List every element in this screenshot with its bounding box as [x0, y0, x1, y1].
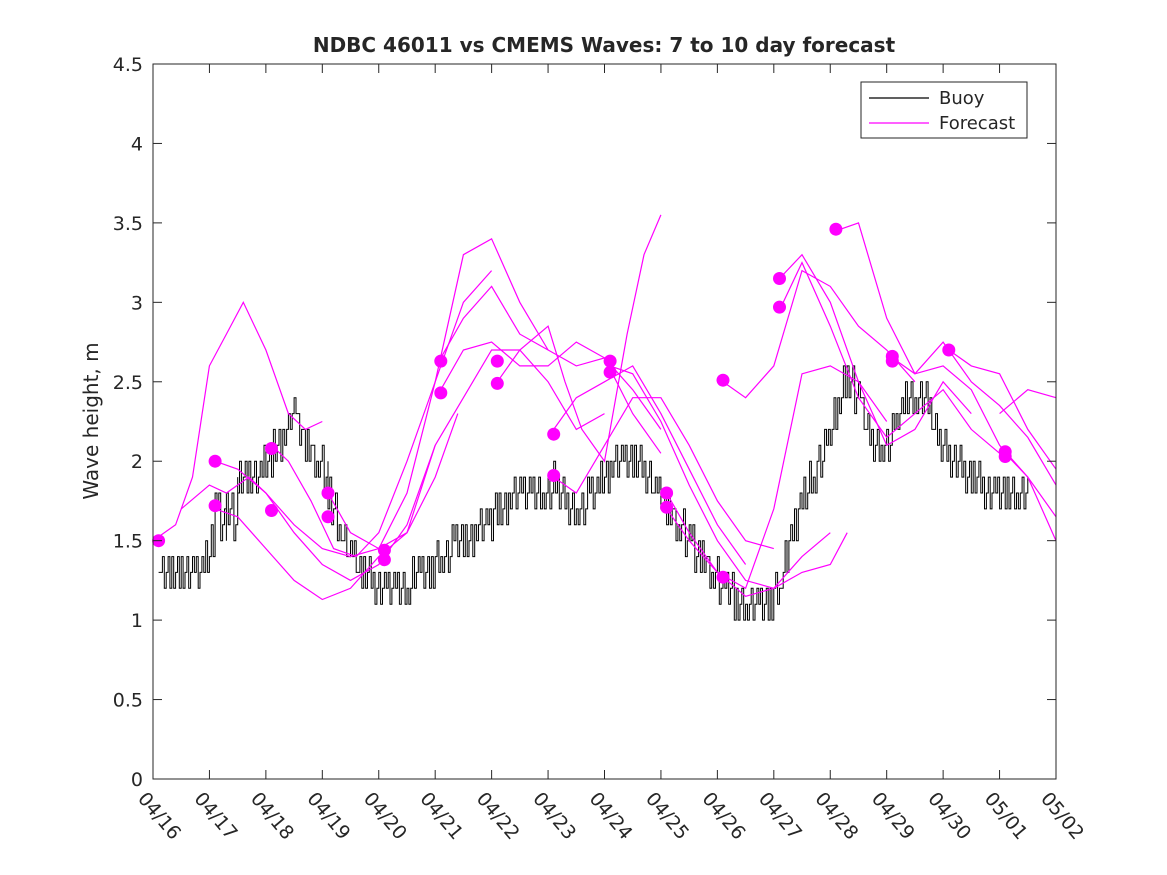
forecast-marker-12	[490, 354, 504, 368]
forecast-marker-20	[716, 373, 730, 387]
forecast-line-9	[440, 341, 662, 454]
forecast-marker-24	[829, 222, 843, 236]
forecast-line-15	[666, 365, 888, 590]
forecast-marker-27	[942, 343, 956, 357]
legend-box	[860, 81, 1028, 139]
y-tick-label: 4.5	[113, 54, 143, 76]
forecast-marker-6	[321, 486, 335, 500]
forecast-line-4	[214, 413, 459, 601]
y-tick-label: 1	[131, 610, 143, 632]
forecast-line-12	[553, 397, 774, 550]
plot-area	[152, 214, 1057, 621]
forecast-marker-29	[998, 450, 1012, 463]
y-tick-label: 3	[131, 292, 143, 314]
y-tick-label: 2.5	[113, 372, 143, 394]
forecast-marker-8	[377, 543, 391, 557]
y-tick-label: 4	[131, 133, 143, 155]
forecast-line-20	[891, 341, 1057, 486]
y-tick-label: 0	[131, 769, 143, 791]
forecast-marker-2	[208, 454, 222, 468]
forecast-marker-18	[660, 486, 674, 500]
forecast-marker-16	[603, 354, 617, 368]
forecast-line-7	[378, 349, 605, 550]
forecast-marker-5	[265, 504, 278, 517]
forecast-marker-19	[660, 500, 674, 514]
forecast-marker-7	[321, 510, 335, 524]
forecast-line-13	[609, 365, 831, 589]
forecast-marker-10	[434, 354, 448, 368]
forecast-line-8	[440, 285, 662, 430]
forecast-line-6	[327, 237, 549, 550]
forecast-marker-17	[603, 365, 617, 379]
forecast-line-1	[152, 300, 323, 542]
forecast-marker-13	[490, 376, 504, 390]
forecast-line-21	[948, 349, 1057, 470]
forecast-line-22	[1004, 452, 1057, 541]
forecast-marker-21	[716, 570, 730, 584]
forecast-marker-9	[377, 553, 391, 567]
y-tick-label: 1.5	[113, 531, 143, 553]
forecast-marker-26	[885, 354, 899, 368]
y-tick-label: 0.5	[113, 690, 143, 712]
forecast-line-18	[778, 261, 1000, 454]
legend-label-buoy: Buoy	[939, 88, 985, 109]
legend: Buoy Forecast	[860, 81, 1028, 139]
forecast-marker-4	[265, 442, 278, 455]
forecast-marker-11	[434, 386, 448, 400]
forecast-line-14	[666, 492, 848, 597]
forecast-line-23	[999, 389, 1057, 415]
forecast-marker-15	[547, 469, 561, 482]
forecast-marker-3	[208, 499, 222, 513]
y-tick-label: 2	[131, 451, 143, 473]
forecast-line-10	[496, 214, 662, 463]
chart-title: NDBC 46011 vs CMEMS Waves: 7 to 10 day f…	[313, 33, 896, 57]
y-axis-label: Wave height, m	[79, 342, 103, 499]
forecast-line-17	[779, 253, 972, 447]
forecast-marker-22	[773, 272, 786, 285]
legend-label-forecast: Forecast	[939, 113, 1015, 134]
forecast-line-11	[553, 365, 747, 565]
forecast-marker-14	[547, 427, 561, 441]
forecast-marker-23	[773, 300, 786, 314]
y-tick-label: 3.5	[113, 213, 143, 235]
